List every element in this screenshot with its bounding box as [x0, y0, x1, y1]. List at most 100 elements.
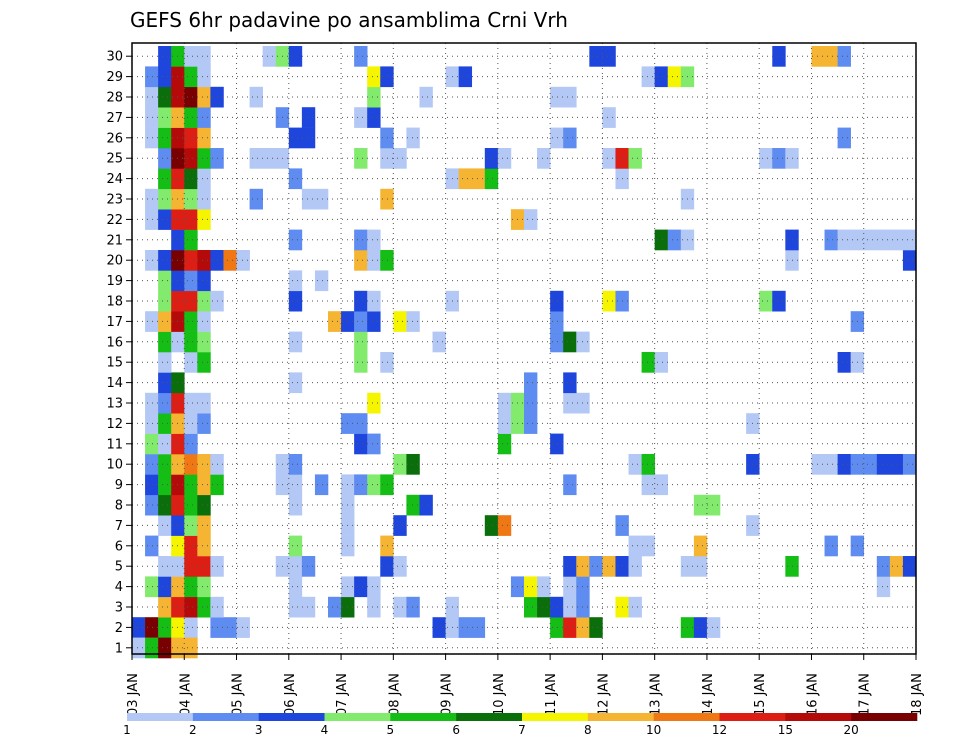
x-tick-label: 09 JAN: [440, 673, 455, 716]
heatmap-cell: [563, 86, 577, 108]
heatmap-cell: [406, 494, 420, 516]
legend-swatch: [127, 713, 194, 721]
heatmap-cell: [158, 617, 172, 638]
heatmap-cell: [184, 168, 198, 190]
y-tick-label: 24: [106, 172, 123, 187]
heatmap-cell: [197, 270, 211, 292]
heatmap-cell: [837, 229, 851, 251]
heatmap-cell: [249, 86, 263, 108]
heatmap-cell: [184, 474, 198, 496]
heatmap-cell: [824, 46, 838, 67]
heatmap-cell: [654, 229, 669, 251]
heatmap-cell: [249, 148, 263, 169]
heatmap-cell: [380, 474, 394, 496]
heatmap-cell: [145, 637, 159, 659]
y-tick-label: 21: [106, 233, 123, 248]
heatmap-cell: [837, 454, 851, 475]
heatmap-cell: [811, 454, 825, 475]
legend-swatch: [192, 713, 259, 721]
heatmap-cell: [197, 494, 211, 516]
legend-label: 5: [387, 723, 395, 737]
x-tick-label: 14 JAN: [701, 673, 716, 716]
legend-label: 10: [646, 723, 661, 737]
heatmap-cell: [197, 66, 211, 88]
heatmap-cell: [550, 433, 564, 455]
heatmap-cell: [824, 229, 838, 251]
heatmap-cell: [693, 535, 708, 557]
y-tick-label: 19: [106, 274, 123, 289]
heatmap-cell: [184, 66, 198, 88]
heatmap-cell: [471, 617, 486, 638]
heatmap-cell: [354, 148, 368, 169]
heatmap-cell: [432, 331, 446, 353]
heatmap-cell: [367, 86, 381, 108]
heatmap-cell: [602, 290, 616, 312]
y-tick-label: 25: [106, 152, 123, 167]
legend-swatch: [587, 713, 654, 721]
heatmap-cell: [524, 392, 538, 414]
heatmap-cell: [197, 413, 211, 434]
heatmap-cell: [288, 168, 303, 190]
heatmap-cell: [184, 352, 198, 373]
heatmap-cell: [458, 66, 473, 88]
heatmap-cell: [288, 474, 303, 496]
heatmap-cell: [354, 250, 368, 271]
heatmap-cell: [197, 311, 211, 332]
heatmap-cell: [902, 250, 917, 271]
heatmap-cell: [550, 331, 564, 353]
y-tick-label: 29: [106, 70, 123, 85]
heatmap-cell: [524, 413, 538, 434]
y-tick-label: 30: [106, 50, 123, 65]
heatmap-cell: [902, 229, 917, 251]
heatmap-cell: [249, 188, 263, 210]
heatmap-cell: [354, 576, 368, 598]
legend-swatch: [258, 713, 325, 721]
heatmap-cell: [184, 188, 198, 210]
heatmap-cell: [197, 392, 211, 414]
y-tick-label: 8: [115, 499, 123, 514]
heatmap-cell: [550, 127, 564, 149]
heatmap-cell: [158, 107, 172, 128]
heatmap-cell: [197, 556, 211, 577]
heatmap-cell: [158, 188, 172, 210]
y-tick-label: 23: [106, 193, 123, 208]
heatmap-cell: [145, 494, 159, 516]
y-tick-label: 4: [115, 580, 123, 595]
heatmap-cell: [641, 535, 655, 557]
heatmap-cell: [145, 576, 159, 598]
heatmap-cell: [158, 127, 172, 149]
heatmap-cell: [563, 372, 577, 394]
heatmap-cell: [889, 454, 904, 475]
heatmap-cell: [158, 637, 172, 659]
color-legend: 1 2 3 4 5 6 7 8 10 12 15 20: [123, 713, 918, 737]
heatmap-cell: [602, 148, 616, 169]
heatmap-cell: [667, 66, 682, 88]
heatmap-cell: [354, 290, 368, 312]
heatmap-cell: [824, 454, 838, 475]
heatmap-cell: [563, 474, 577, 496]
heatmap-cell: [197, 474, 211, 496]
heatmap-cell: [145, 433, 159, 455]
heatmap-cell: [654, 474, 669, 496]
heatmap-cell: [367, 311, 381, 332]
heatmap-cell: [497, 515, 512, 536]
heatmap-cell: [889, 229, 904, 251]
y-tick-label: 7: [115, 519, 123, 534]
heatmap-cell: [158, 596, 172, 618]
heatmap-cell: [197, 290, 211, 312]
heatmap-cell: [563, 596, 577, 618]
heatmap-cell: [158, 331, 172, 353]
legend-swatch: [456, 713, 523, 721]
heatmap-cell: [563, 556, 577, 577]
heatmap-cell: [145, 66, 159, 88]
legend-label: 3: [255, 723, 263, 737]
heatmap-cell: [889, 556, 904, 577]
heatmap-cell: [288, 596, 303, 618]
x-tick-label: 06 JAN: [283, 673, 298, 716]
heatmap-cell: [158, 372, 172, 394]
heatmap-cell: [145, 413, 159, 434]
heatmap-cell: [641, 454, 655, 475]
heatmap-cell: [354, 352, 368, 373]
legend-swatch: [522, 713, 589, 721]
legend-label: 15: [778, 723, 793, 737]
